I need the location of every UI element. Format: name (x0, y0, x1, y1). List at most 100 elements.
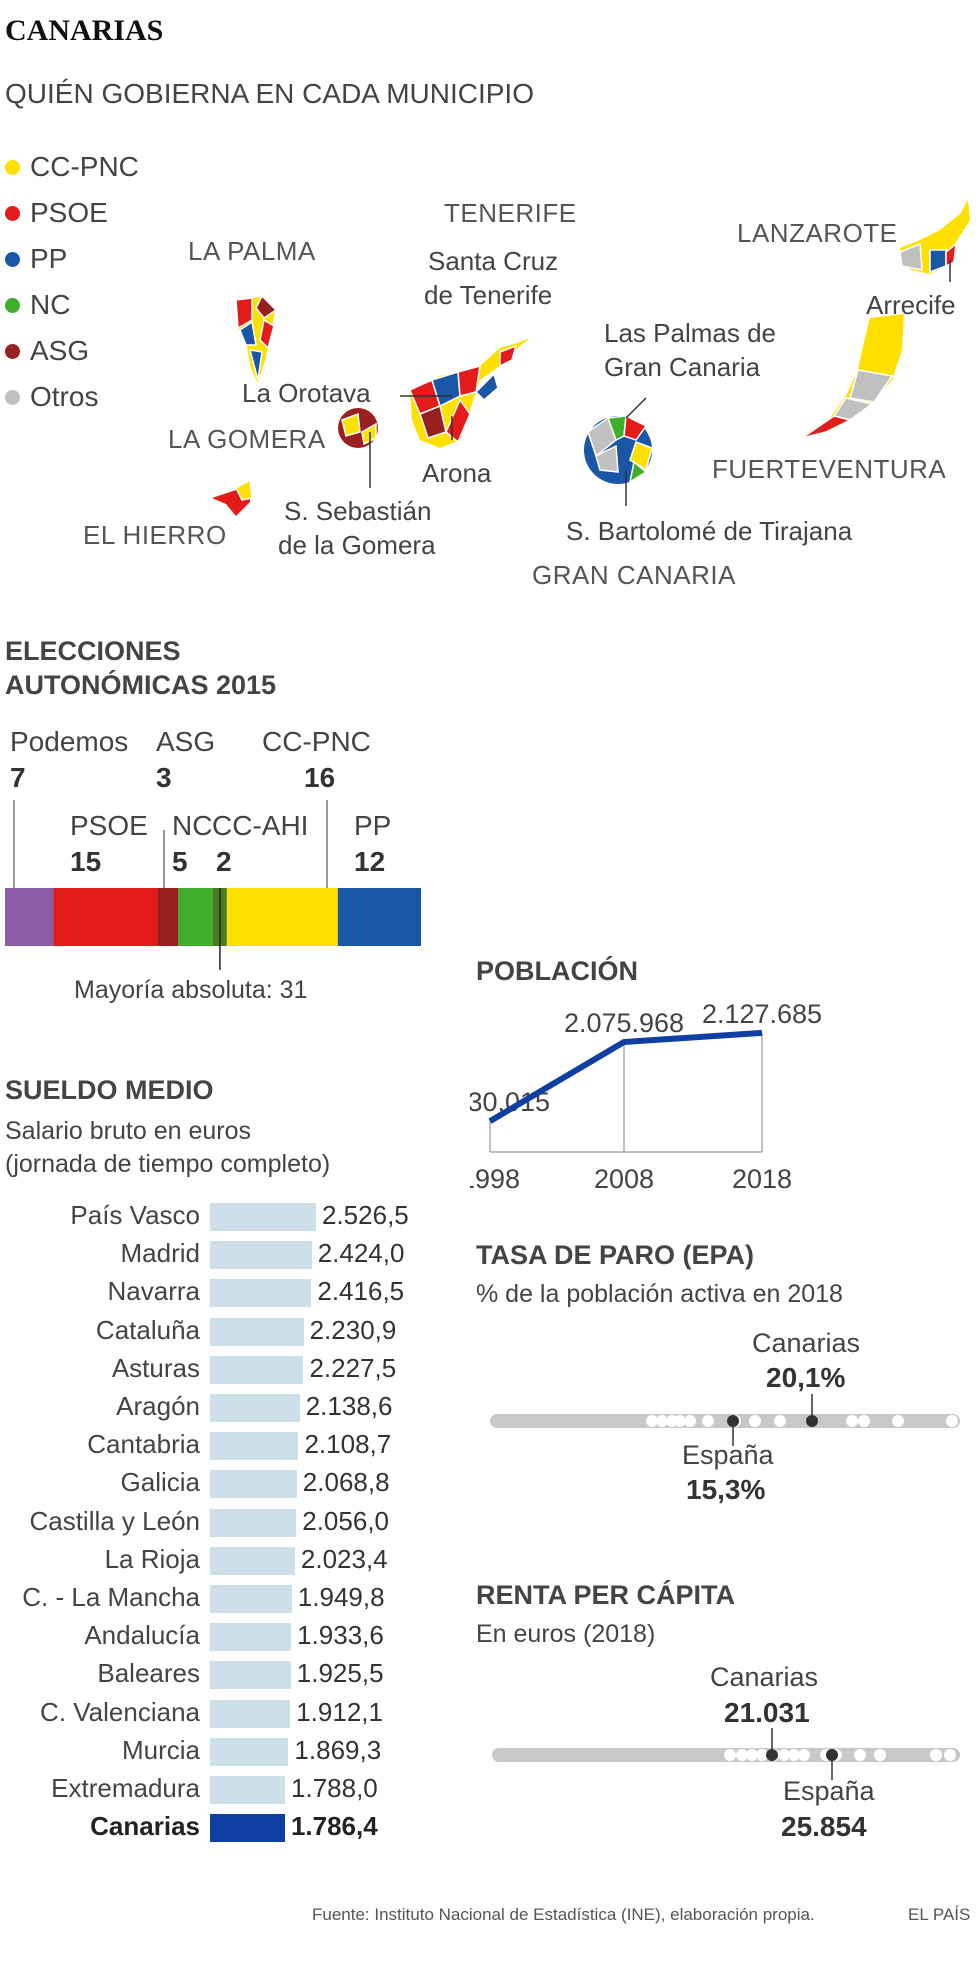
unemployment-subtitle: % de la población activa en 2018 (476, 1280, 843, 1308)
canarias-dot (806, 1415, 818, 1427)
legend-item-cc-pnc: CC-PNC (5, 144, 139, 190)
label-s-bartolome: S. Bartolomé de Tirajana (566, 516, 853, 546)
salary-value: 1.786,4 (290, 1811, 378, 1842)
page-subtitle: QUIÉN GOBIERNA EN CADA MUNICIPIO (5, 78, 534, 109)
income-espana-value: 25.854 (781, 1811, 867, 1842)
island-la-palma (235, 294, 278, 388)
page-title: CANARIAS (5, 14, 164, 47)
canary-islands-map (212, 200, 970, 516)
majority-label: Mayoría absoluta: 31 (74, 976, 308, 1004)
island-tenerife (409, 338, 530, 448)
seat-segment-nc (178, 888, 213, 946)
salary-row-label: Canarias (90, 1811, 200, 1842)
salary-value: 2.068,8 (302, 1467, 390, 1498)
island-lanzarote (899, 200, 970, 274)
salary-row-label: País Vasco (70, 1200, 200, 1230)
unemployment-canarias-value: 20,1% (766, 1362, 846, 1393)
salary-bar (210, 1432, 299, 1461)
legend-dot-icon (5, 159, 20, 175)
legend-item-pp: PP (5, 236, 139, 282)
population-year-label: 2008 (594, 1164, 654, 1194)
seat-num-asg: 3 (156, 762, 172, 793)
unemployment-title: TASA DE PARO (EPA) (476, 1240, 755, 1270)
seat-num-podemos: 7 (10, 762, 26, 793)
map-legend: CC-PNC PSOE PP NC ASG Otros (5, 144, 139, 420)
population-title: POBLACIÓN (476, 956, 638, 986)
salary-row-label: Castilla y León (29, 1505, 200, 1536)
unemployment-espana-label: España (682, 1440, 774, 1470)
label-santa-cruz-1: Santa Cruz (428, 246, 559, 276)
seat-label-cc-pnc: CC-PNC (262, 726, 371, 757)
salary-row-label: Cantabria (87, 1429, 200, 1460)
salary-value: 2.023,4 (300, 1543, 388, 1574)
legend-item-nc: NC (5, 282, 139, 328)
legend-dot-icon (5, 297, 20, 313)
seat-label-asg: ASG (156, 726, 216, 757)
label-arona: Arona (422, 458, 492, 488)
salary-value: 1.869,3 (294, 1734, 382, 1765)
espana-dot (727, 1415, 739, 1427)
income-title: RENTA PER CÁPITA (476, 1580, 736, 1610)
legend-dot-icon (5, 343, 20, 359)
salary-row-label: Andalucía (84, 1620, 200, 1651)
salary-value: 2.227,5 (309, 1352, 397, 1383)
salary-value: 2.230,9 (309, 1314, 397, 1345)
salary-value: 2.056,0 (302, 1505, 389, 1536)
label-tenerife: TENERIFE (444, 198, 577, 228)
seat-label-cc-ahi: CC-AHI (212, 810, 309, 841)
label-arrecife: Arrecife (866, 290, 956, 320)
income-espana-label: España (783, 1776, 875, 1806)
label-las-palmas-1: Las Palmas de (604, 318, 776, 348)
population-value-label: 2.075.968 (564, 1008, 684, 1038)
legend-label: NC (30, 289, 71, 320)
seat-label-psoe: PSOE (70, 810, 148, 841)
salary-bar (210, 1585, 292, 1613)
legend-label: CC-PNC (30, 151, 139, 182)
unemployment-track (490, 1414, 960, 1428)
salary-value: 2.416,5 (317, 1276, 405, 1307)
legend-label: PP (30, 243, 68, 274)
salary-value: 1.933,6 (297, 1620, 384, 1651)
salary-value: 2.526,5 (322, 1200, 409, 1230)
unemployment-strip (490, 1394, 960, 1446)
label-fuerteventura: FUERTEVENTURA (712, 454, 947, 484)
income-canarias-label: Canarias (710, 1662, 819, 1692)
salary-bar (210, 1814, 285, 1843)
salary-value: 2.108,7 (304, 1429, 392, 1460)
income-subtitle: En euros (2018) (476, 1620, 656, 1648)
salary-bar (210, 1355, 304, 1384)
label-la-orotava: La Orotava (242, 378, 371, 408)
seat-segment-cc-pnc (226, 888, 338, 946)
seat-num-pp: 12 (354, 846, 386, 877)
island-el-hierro (212, 478, 253, 516)
seat-label-nc: NC (172, 810, 213, 841)
salary-row-label: Murcia (121, 1734, 200, 1765)
salary-subtitle-2: (jornada de tiempo completo) (5, 1150, 331, 1178)
seat-segment-asg (157, 888, 179, 946)
salary-title: SUELDO MEDIO (5, 1075, 214, 1105)
salary-value: 1.912,1 (296, 1696, 383, 1727)
seats-bar-chart (5, 800, 421, 970)
canarias-dot (766, 1749, 778, 1761)
population-line (488, 1029, 763, 1124)
salary-value: 1.949,8 (297, 1582, 385, 1612)
seat-label-pp: PP (354, 810, 392, 841)
seat-num-cc-pnc: 16 (304, 762, 336, 793)
unemployment-espana-value: 15,3% (686, 1474, 766, 1505)
salary-row-label: Galicia (120, 1467, 200, 1498)
label-gran-canaria: GRAN CANARIA (532, 560, 736, 590)
salary-row-label: Baleares (97, 1658, 200, 1689)
legend-item-otros: Otros (5, 374, 139, 420)
salary-bar (210, 1737, 289, 1766)
label-s-sebastian-2: de la Gomera (278, 530, 436, 560)
salary-bar (210, 1661, 291, 1690)
seat-segment-pp (337, 888, 421, 946)
salary-row-label: La Rioja (104, 1543, 200, 1574)
label-lanzarote: LANZAROTE (737, 218, 898, 248)
salary-row-label: Asturas (111, 1352, 200, 1383)
legend-item-psoe: PSOE (5, 190, 139, 236)
espana-dot (826, 1749, 838, 1761)
unemployment-canarias-label: Canarias (752, 1328, 861, 1358)
seat-num-psoe: 15 (70, 846, 102, 877)
income-strip (492, 1728, 960, 1780)
